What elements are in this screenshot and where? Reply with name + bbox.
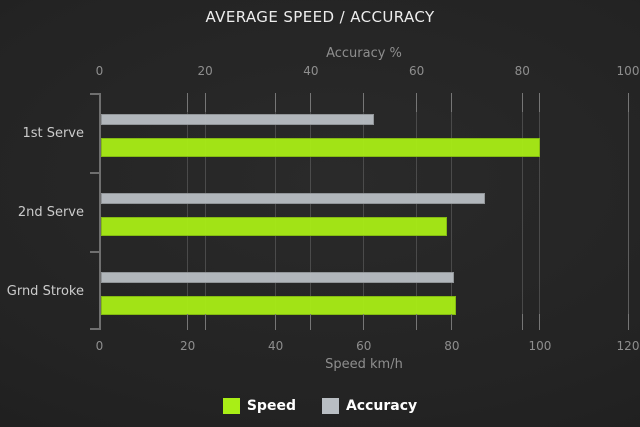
bar-accuracy — [100, 114, 375, 125]
axis-tick — [416, 93, 418, 112]
legend-swatch-accuracy — [321, 398, 339, 414]
gridline — [521, 93, 523, 330]
top-tick-label: 20 — [197, 64, 213, 78]
axis-tick — [187, 93, 189, 112]
bottom-tick-label: 0 — [95, 339, 104, 353]
bottom-tick-label: 100 — [528, 339, 552, 353]
category-label: Grnd Stroke — [6, 284, 84, 299]
axis-tick — [539, 314, 541, 330]
top-tick-label: 60 — [408, 64, 425, 78]
category-label: 1st Serve — [22, 126, 84, 141]
gridline — [204, 93, 206, 330]
gridline — [451, 93, 453, 330]
bottom-tick-label: 20 — [179, 339, 196, 353]
gridline — [416, 93, 418, 330]
axis-tick — [204, 314, 206, 330]
legend-label: Speed — [246, 398, 296, 414]
legend-item-accuracy[interactable]: Accuracy — [321, 398, 418, 414]
gridline — [627, 93, 629, 330]
top-tick-label: 100 — [616, 64, 640, 78]
gridline — [539, 93, 541, 330]
axis-tick — [204, 93, 206, 112]
gridline — [187, 93, 189, 330]
bar-accuracy — [100, 193, 486, 204]
bottom-axis-title: Speed km/h — [325, 357, 403, 372]
top-tick-label: 0 — [95, 64, 104, 78]
axis-tick — [363, 314, 365, 330]
bar-speed — [100, 296, 457, 315]
category-axis-tick — [90, 328, 100, 330]
axis-tick — [275, 93, 277, 112]
bar-speed — [100, 138, 540, 157]
axis-tick — [521, 314, 523, 330]
axis-tick — [451, 93, 453, 112]
category-axis-tick — [90, 251, 100, 253]
axis-tick — [363, 93, 365, 112]
bottom-tick-label: 40 — [268, 339, 284, 353]
axis-tick — [521, 93, 523, 112]
bottom-tick-label: 120 — [616, 339, 640, 353]
chart-title: AVERAGE SPEED / ACCURACY — [205, 8, 435, 26]
axis-tick — [539, 93, 541, 112]
gridline — [310, 93, 312, 330]
category-label: 2nd Serve — [17, 205, 84, 220]
axis-tick — [310, 93, 312, 112]
category-axis-line — [98, 93, 101, 330]
axis-tick — [416, 314, 418, 330]
gridline — [627, 93, 629, 330]
top-axis-title: Accuracy % — [326, 46, 402, 61]
bottom-tick-label: 80 — [444, 339, 460, 353]
legend: Speed Accuracy — [0, 398, 640, 414]
axis-tick — [310, 314, 312, 330]
gridline — [363, 93, 365, 330]
category-axis-tick — [90, 93, 100, 95]
legend-item-speed[interactable]: Speed — [222, 398, 296, 414]
bar-speed — [100, 217, 448, 236]
category-axis-tick — [90, 172, 100, 174]
gridline — [275, 93, 277, 330]
axis-tick — [187, 314, 189, 330]
bar-accuracy — [100, 272, 454, 283]
legend-label: Accuracy — [345, 398, 418, 414]
top-tick-label: 40 — [303, 64, 319, 78]
bottom-tick-label: 60 — [356, 339, 372, 353]
axis-tick — [451, 314, 453, 330]
axis-tick — [627, 93, 629, 112]
axis-tick — [275, 314, 277, 330]
legend-swatch-speed — [222, 398, 240, 414]
top-tick-label: 80 — [514, 64, 530, 78]
axis-tick — [627, 314, 629, 330]
